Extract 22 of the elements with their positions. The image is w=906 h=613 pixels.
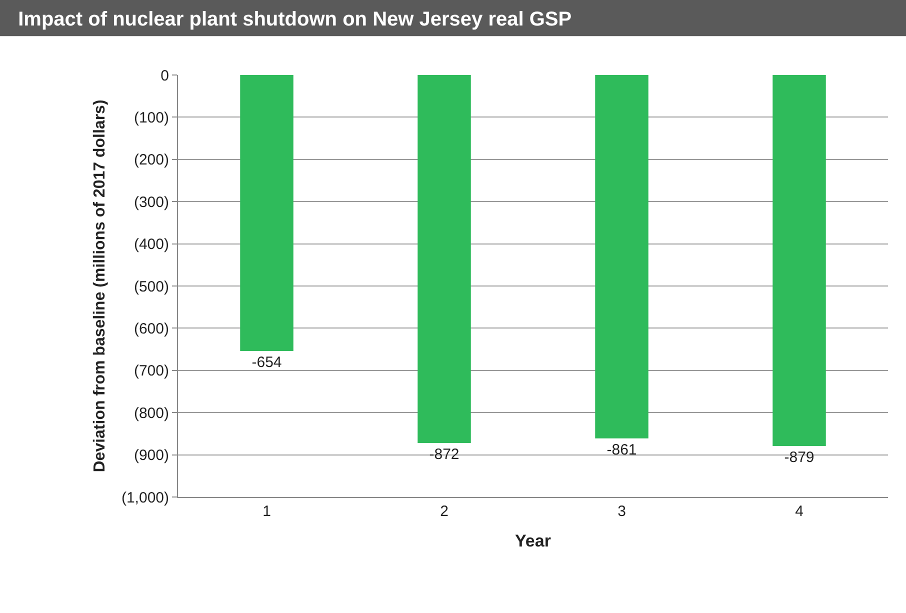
x-tick-label: 4: [795, 503, 804, 520]
data-label: -654: [252, 354, 282, 371]
y-tick-label: (1,000): [121, 489, 169, 506]
y-tick-label: (500): [134, 278, 169, 296]
y-tick-label: (400): [134, 236, 169, 254]
y-tick-label: 0: [160, 67, 169, 84]
y-axis-title: Deviation from baseline (millions of 2017 dollars): [91, 100, 108, 472]
y-tick-label: (200): [134, 152, 169, 169]
data-label: -872: [429, 446, 460, 463]
x-tick-label: 2: [440, 503, 448, 520]
y-tick-label: (100): [134, 109, 169, 126]
x-tick-label: 3: [618, 503, 626, 520]
x-axis-title: Year: [515, 531, 552, 550]
y-tick-label: (600): [134, 320, 169, 338]
y-tick-label: (900): [134, 447, 169, 464]
x-tick-label: 1: [262, 503, 271, 520]
data-label: -879: [784, 448, 814, 466]
y-tick-label: (300): [134, 194, 169, 211]
y-tick-label: (800): [134, 404, 169, 422]
chart-title: Impact of nuclear plant shutdown on New Jersey real GSP: [18, 8, 572, 30]
data-label: -861: [606, 441, 637, 458]
y-tick-label: (700): [134, 362, 169, 380]
